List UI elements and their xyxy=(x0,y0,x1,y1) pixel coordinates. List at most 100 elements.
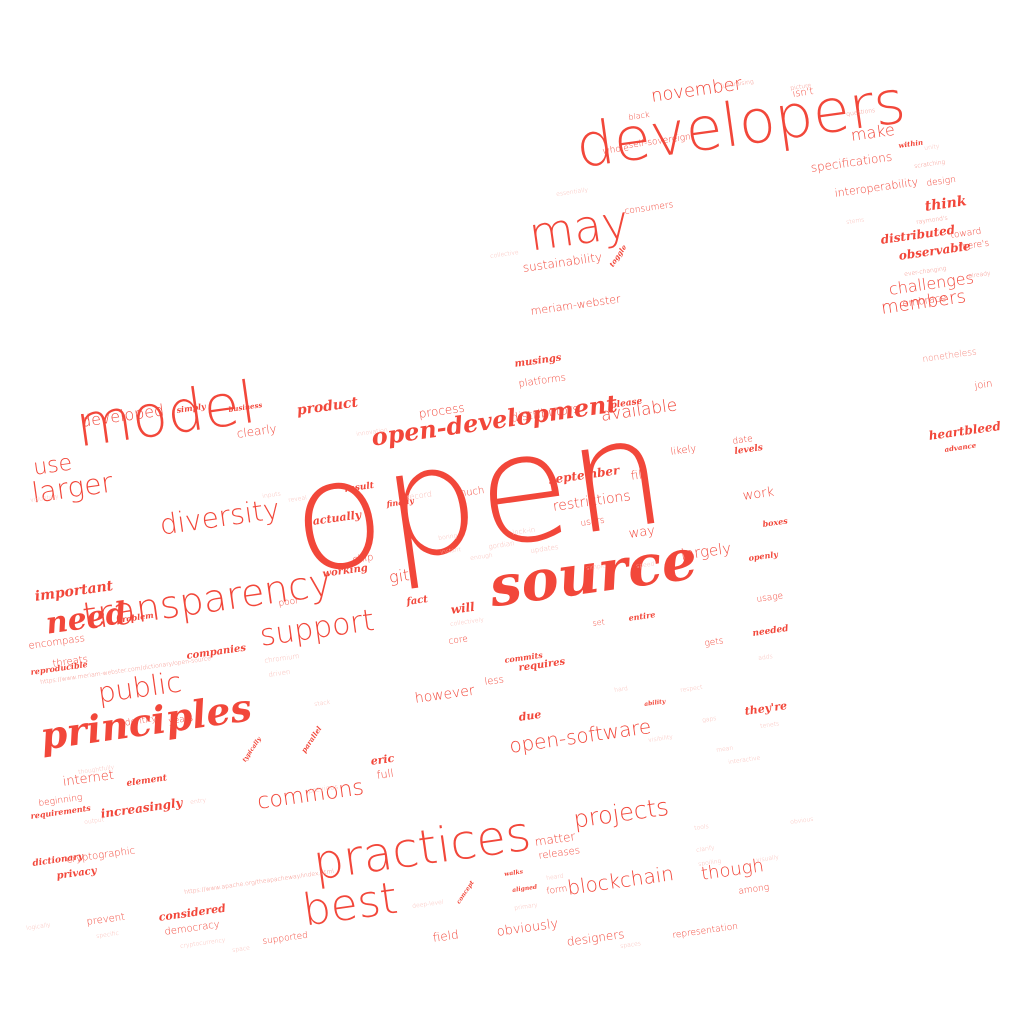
cloud-word: already xyxy=(967,269,992,280)
cloud-word: commons xyxy=(255,775,366,815)
cloud-word: levels xyxy=(733,443,764,457)
cloud-word: they're xyxy=(743,699,788,718)
cloud-word: increasingly xyxy=(99,795,184,821)
cloud-word: concept xyxy=(455,879,476,906)
cloud-word: aligned xyxy=(511,883,538,894)
cloud-word: make xyxy=(849,119,896,145)
cloud-word: chromium xyxy=(263,652,300,665)
cloud-word: advance xyxy=(943,440,977,454)
cloud-word: space xyxy=(231,944,251,954)
cloud-word: will xyxy=(449,599,476,617)
cloud-word: entire xyxy=(627,609,656,623)
cloud-word: field xyxy=(431,927,460,945)
cloud-word: parallel xyxy=(299,724,324,755)
cloud-word: meriam-webster xyxy=(529,292,622,318)
cloud-word: heartbleed xyxy=(927,418,1002,443)
cloud-word: democracy xyxy=(163,919,221,938)
cloud-word: respect xyxy=(679,683,703,694)
cloud-word: however xyxy=(413,682,476,707)
cloud-word: clarify xyxy=(695,844,716,854)
cloud-word: full xyxy=(375,766,395,782)
cloud-word: cryptographic xyxy=(65,845,136,866)
cloud-word: eric xyxy=(369,751,396,768)
cloud-word: logically xyxy=(25,921,52,932)
cloud-word: supported xyxy=(261,930,309,947)
cloud-word: way xyxy=(627,523,656,542)
cloud-word: obvious xyxy=(789,815,814,826)
cloud-word: consumers xyxy=(623,200,675,217)
cloud-word: specific xyxy=(95,929,120,940)
cloud-word: musings xyxy=(513,352,563,370)
cloud-word: diversity xyxy=(157,492,282,542)
cloud-word: encompass xyxy=(27,633,86,652)
cloud-word: support xyxy=(257,602,377,654)
cloud-word: join xyxy=(973,378,994,392)
cloud-word: representation xyxy=(671,921,739,941)
cloud-word: set xyxy=(591,617,606,628)
cloud-word: interoperability xyxy=(833,175,919,200)
cloud-word: among xyxy=(737,882,770,897)
cloud-word: designers xyxy=(565,926,626,949)
cloud-word: form xyxy=(545,884,569,897)
cloud-word: hard xyxy=(613,685,629,694)
cloud-word: primary xyxy=(513,901,539,912)
cloud-word: mean xyxy=(715,744,734,754)
cloud-word: clearly xyxy=(235,421,278,441)
cloud-word: gaps xyxy=(701,715,717,724)
cloud-word: gets xyxy=(703,636,725,649)
cloud-word: use xyxy=(31,450,74,481)
cloud-word: adds xyxy=(757,653,774,662)
cloud-word: less xyxy=(483,674,505,688)
cloud-word: needed xyxy=(751,623,790,639)
cloud-word: deep-level xyxy=(411,898,444,910)
cloud-word: due xyxy=(517,707,543,724)
cloud-word: collective xyxy=(489,249,520,260)
cloud-word: tools xyxy=(693,822,710,832)
cloud-word: inputs xyxy=(261,490,282,500)
cloud-word: fill xyxy=(629,467,646,483)
cloud-word: nonetheless xyxy=(921,347,978,365)
cloud-word: git xyxy=(387,565,411,587)
cloud-word: ability xyxy=(643,698,666,708)
cloud-word: usage xyxy=(755,591,784,605)
cloud-word: product xyxy=(295,394,359,419)
cloud-word: essentially xyxy=(555,186,589,198)
cloud-word: stack xyxy=(313,698,331,708)
cloud-word: obviously xyxy=(495,916,560,940)
cloud-word: spaces xyxy=(619,940,642,950)
cloud-word: scratching xyxy=(913,158,946,170)
cloud-word: openly xyxy=(747,548,779,563)
cloud-word: largely xyxy=(679,538,733,564)
cloud-word: output xyxy=(83,816,105,826)
cloud-word: privacy xyxy=(55,865,98,882)
cloud-word: specifications xyxy=(809,149,893,175)
cloud-word: design xyxy=(925,174,957,189)
cloud-word: boxes xyxy=(761,515,789,529)
cloud-word: visually xyxy=(755,853,780,864)
cloud-word: interactive xyxy=(727,754,761,766)
cloud-word: walks xyxy=(503,868,524,878)
cloud-word: best xyxy=(299,872,401,937)
cloud-word: there's xyxy=(957,238,990,253)
cloud-word: projects xyxy=(571,792,671,834)
cloud-word: core xyxy=(447,634,469,647)
cloud-word: releases xyxy=(537,845,581,862)
cloud-word: stems xyxy=(845,216,865,226)
cloud-word: fact xyxy=(405,594,429,608)
cloud-word: cryptocurrency xyxy=(179,936,226,950)
cloud-word: within xyxy=(897,137,924,150)
cloud-word: tenets xyxy=(759,720,780,730)
cloud-word: practices xyxy=(309,805,535,892)
cloud-word: prevent xyxy=(85,911,126,928)
cloud-word: collectively xyxy=(449,616,485,628)
cloud-word: think xyxy=(923,193,968,215)
cloud-word: platforms xyxy=(517,372,567,390)
cloud-word: visibility xyxy=(647,733,674,744)
cloud-word: typically xyxy=(241,735,263,764)
cloud-word: unity xyxy=(923,142,940,152)
cloud-word: element xyxy=(125,773,168,789)
cloud-word: entry xyxy=(189,796,207,806)
cloud-word: heard xyxy=(545,872,565,882)
cloud-word: work xyxy=(741,484,776,504)
